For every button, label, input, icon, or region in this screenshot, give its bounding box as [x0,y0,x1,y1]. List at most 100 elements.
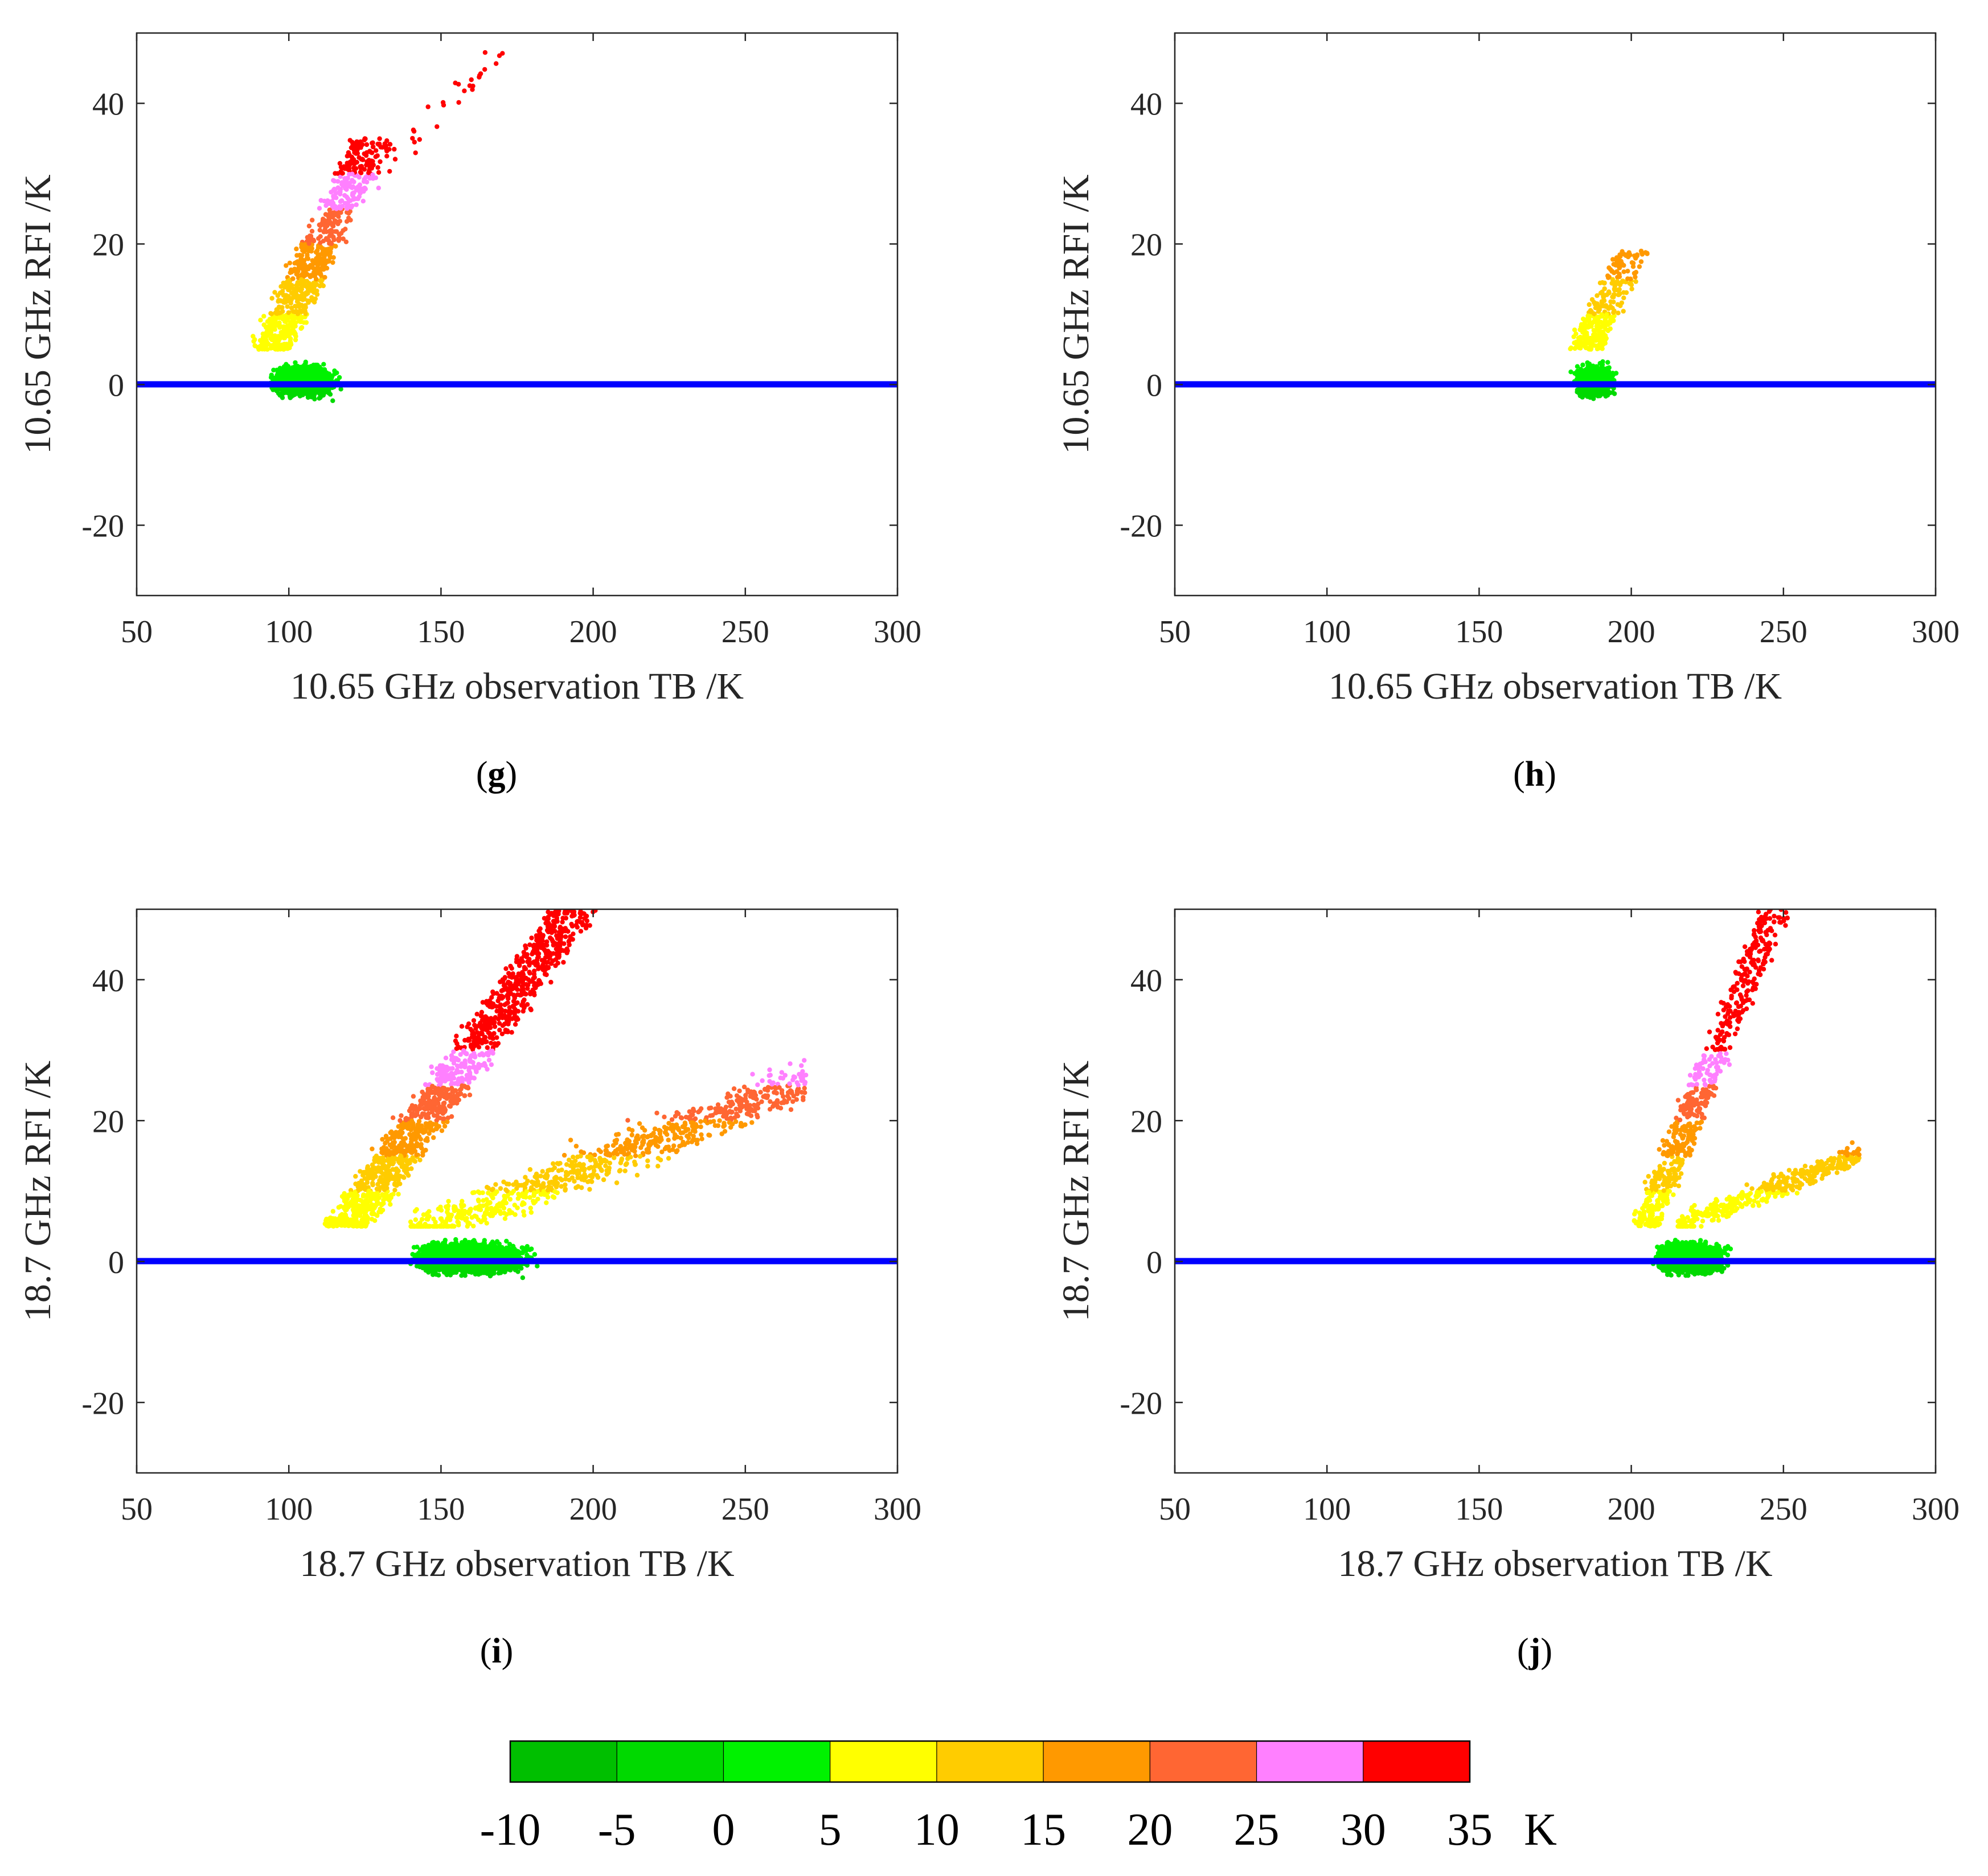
scatter-point [295,280,300,285]
scatter-point [1586,370,1591,375]
scatter-point [1629,260,1635,265]
scatter-point [296,286,301,292]
scatter-point [441,102,446,108]
scatter-point [321,362,326,367]
scatter-point [327,201,333,206]
scatter-point [304,266,310,272]
scatter-point [1593,374,1598,379]
scatter-point [272,315,277,321]
scatter-point [285,304,290,309]
scatter-point [417,137,422,142]
scatter-point [301,306,306,312]
scatter-point [350,185,355,190]
scatter-point [354,202,359,207]
scatter-point [1629,286,1634,292]
scatter-point [1615,302,1621,307]
scatter-point [272,290,277,295]
scatter-point [367,176,372,181]
scatter-point [326,388,331,393]
scatter-point [276,298,281,303]
scatter-point [1596,392,1601,397]
y-tick-label: 20 [1130,228,1162,263]
scatter-point [287,394,293,399]
scatter-point [1602,340,1608,346]
y-axis-label-g: 10.65 GHz RFI /K [17,174,59,454]
scatter-point [317,206,322,211]
scatter-point [377,141,382,147]
scatter-point [304,320,309,325]
scatter-point [1593,334,1598,339]
x-tick-label: 150 [1455,614,1503,650]
scatter-point [288,270,293,275]
scatter-point [333,229,338,234]
scatter-point [339,198,345,203]
scatter-point [321,283,326,289]
scatter-point [258,318,263,323]
scatter-point [1606,265,1612,270]
scatter-point [309,228,315,234]
scatter-point [334,370,339,375]
scatter-point [345,206,350,211]
scatter-point [1568,370,1573,375]
scatter-point [301,272,306,277]
scatter-point [298,326,304,331]
scatter-point [1605,360,1610,365]
scatter-point [317,222,322,228]
scatter-point [360,199,366,204]
scatter-point [348,198,353,203]
scatter-point [1596,387,1601,392]
scatter-point [364,142,370,147]
scatter-point [265,330,270,335]
scatter-point [384,138,390,143]
scatter-point [321,266,326,272]
scatter-point [325,259,330,264]
scatter-point [329,228,334,233]
scatter-point [291,309,296,314]
x-tick-label: 100 [265,614,313,650]
scatter-point [322,227,327,232]
scatter-point [410,136,415,141]
scatter-point [1617,252,1622,257]
scatter-point [275,388,280,393]
panel-label-h: (h) [1513,755,1556,794]
scatter-point [1637,264,1642,269]
panel-label-g: (g) [476,755,517,794]
scatter-point [1621,269,1626,274]
scatter-point [1645,251,1650,256]
scatter-point [300,392,305,397]
scatter-point [271,367,276,373]
scatter-point [325,237,330,243]
scatter-point [347,182,352,187]
scatter-point [334,206,339,211]
scatter-points-g [251,50,505,403]
scatter-point [324,370,329,375]
scatter-point [1600,359,1605,364]
scatter-point [1593,328,1598,333]
scatter-point [1604,375,1609,380]
scatter-point [1610,257,1616,262]
scatter-point [1604,312,1609,317]
scatter-point [299,369,304,374]
scatter-point [310,273,315,278]
scatter-point [387,142,392,147]
scatter-point [287,342,293,347]
scatter-point [1606,319,1612,325]
scatter-point [348,217,353,223]
scatter-point [294,367,300,372]
scatter-point [1621,295,1626,301]
scatter-point [1616,256,1621,262]
scatter-point [282,285,288,290]
scatter-point [330,398,335,403]
scatter-point [380,145,385,150]
scatter-point [327,373,333,378]
scatter-point [288,320,293,325]
scatter-point [309,249,314,254]
x-axis-label-h: 10.65 GHz observation TB /K [1329,666,1782,707]
scatter-point [294,247,299,252]
scatter-point [351,162,357,167]
scatter-point [338,206,343,211]
scatter-point [273,322,278,327]
scatter-point [384,149,390,154]
scatter-point [1572,327,1577,332]
